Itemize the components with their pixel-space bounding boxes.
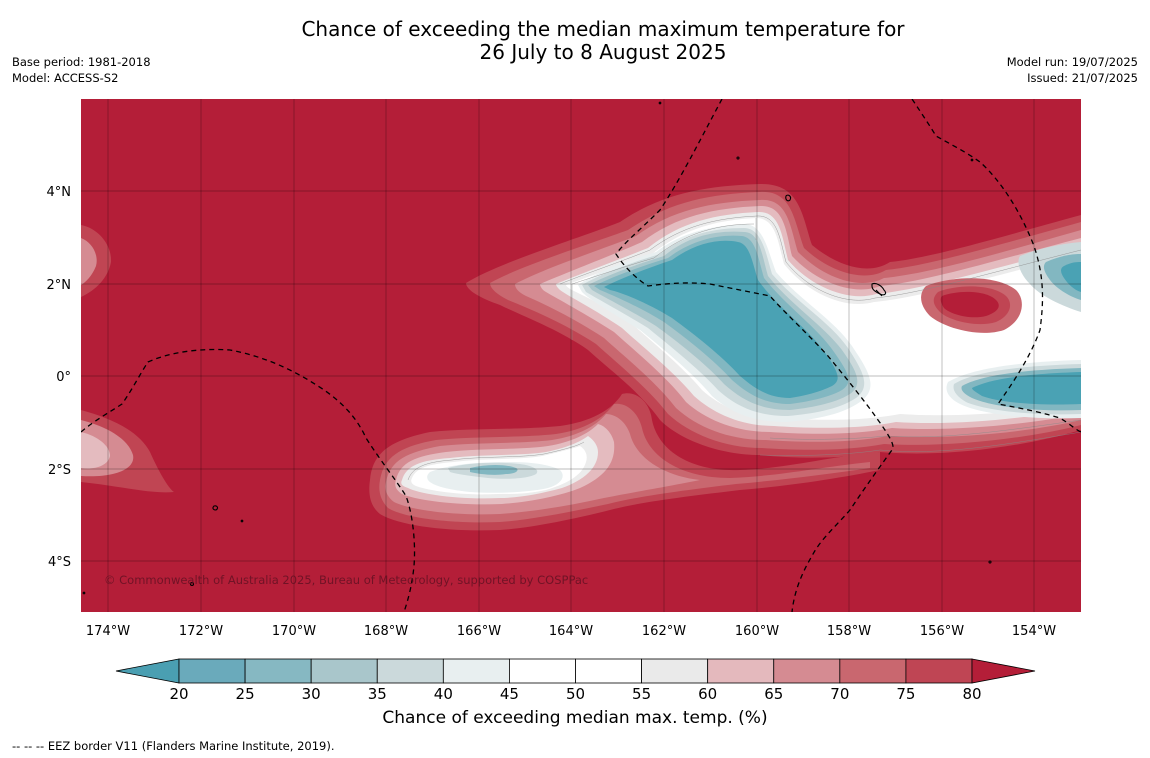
copyright-watermark: © Commonwealth of Australia 2025, Bureau…: [104, 573, 588, 587]
colorbar-segment: [905, 658, 973, 684]
colorbar-segment: [641, 658, 709, 684]
lon-label-166w: 166°W: [457, 624, 501, 639]
cold-core-east: [946, 242, 1081, 419]
colorbar-segment: [575, 658, 642, 684]
colorbar-tick-label: 60: [698, 685, 717, 703]
map-plot-area: [81, 99, 1081, 612]
lon-label-174w: 174°W: [86, 624, 130, 639]
colorbar-tick-label: 55: [632, 685, 651, 703]
colorbar-tick-label: 30: [302, 685, 321, 703]
lon-label-160w: 160°W: [735, 624, 779, 639]
colorbar-segment: [773, 658, 841, 684]
colorbar-tick-label: 65: [764, 685, 783, 703]
colorbar-segment: [442, 658, 510, 684]
colorbar-segment: [839, 658, 907, 684]
lat-label-2n: 2°N: [47, 278, 72, 293]
lat-label-0: 0°: [56, 370, 71, 385]
lat-label-4s: 4°S: [48, 555, 71, 570]
colorbar-ticks: 20 25 30 35 40 45 50 55 60 65 70 75 80: [169, 685, 981, 703]
lon-labels: 174°W 172°W 170°W 168°W 166°W 164°W 162°…: [86, 624, 1056, 639]
colorbar-segment: [244, 658, 312, 684]
colorbar-segment: [178, 658, 246, 684]
lat-labels: 4°N 2°N 0° 2°S 4°S: [47, 185, 72, 570]
islands: [82, 101, 992, 595]
colorbar-segment: [509, 658, 576, 684]
colorbar-segment: [707, 658, 775, 684]
lon-label-158w: 158°W: [827, 624, 871, 639]
cold-core-central: [578, 224, 871, 422]
eez-footnote: -- -- -- EEZ border V11 (Flanders Marine…: [12, 739, 335, 753]
issued-date: Issued: 21/07/2025: [1027, 71, 1138, 85]
colorbar-tick-label: 75: [896, 685, 915, 703]
title-line-2: 26 July to 8 August 2025: [479, 40, 727, 64]
lon-label-172w: 172°W: [179, 624, 223, 639]
contour-lines: [407, 215, 1081, 481]
colorbar-tick-label: 45: [500, 685, 519, 703]
blob-west-north: [81, 225, 112, 297]
lon-label-154w: 154°W: [1012, 624, 1056, 639]
base-period: Base period: 1981-2018: [12, 55, 151, 69]
colorbar-tick-label: 20: [169, 685, 188, 703]
meta-right: Model run: 19/07/2025 Issued: 21/07/2025: [1007, 54, 1138, 86]
lon-label-164w: 164°W: [549, 624, 593, 639]
colorbar-tick-label: 40: [434, 685, 453, 703]
lat-label-4n: 4°N: [47, 185, 72, 200]
eez-borders: [81, 99, 1081, 612]
colorbar: 20 25 30 35 40 45 50 55 60 65 70 75 80: [115, 658, 1036, 703]
colorbar-segments: [178, 658, 973, 684]
colorbar-segment: [376, 658, 444, 684]
colorbar-left-extension: [115, 658, 180, 684]
map-title: Chance of exceeding the median maximum t…: [200, 18, 1006, 64]
warm-patches: [921, 278, 1022, 333]
colorbar-right-extension: [971, 658, 1036, 684]
colorbar-tick-label: 50: [566, 685, 585, 703]
lon-label-170w: 170°W: [272, 624, 316, 639]
lon-label-162w: 162°W: [642, 624, 686, 639]
lon-label-156w: 156°W: [920, 624, 964, 639]
model-name: Model: ACCESS-S2: [12, 71, 119, 85]
colorbar-tick-label: 80: [962, 685, 981, 703]
colorbar-label: Chance of exceeding median max. temp. (%…: [382, 708, 768, 728]
title-line-1: Chance of exceeding the median maximum t…: [301, 17, 905, 41]
lat-label-2s: 2°S: [48, 463, 71, 478]
lon-label-168w: 168°W: [364, 624, 408, 639]
colorbar-segment: [310, 658, 378, 684]
blob-southwest: [369, 393, 880, 531]
meta-left: Base period: 1981-2018 Model: ACCESS-S2: [12, 54, 151, 86]
colorbar-tick-label: 25: [236, 685, 255, 703]
graticule: [81, 99, 1081, 612]
blob-west-south: [81, 410, 174, 493]
colorbar-tick-label: 35: [368, 685, 387, 703]
model-run: Model run: 19/07/2025: [1006, 55, 1138, 69]
colorbar-tick-label: 70: [830, 685, 849, 703]
